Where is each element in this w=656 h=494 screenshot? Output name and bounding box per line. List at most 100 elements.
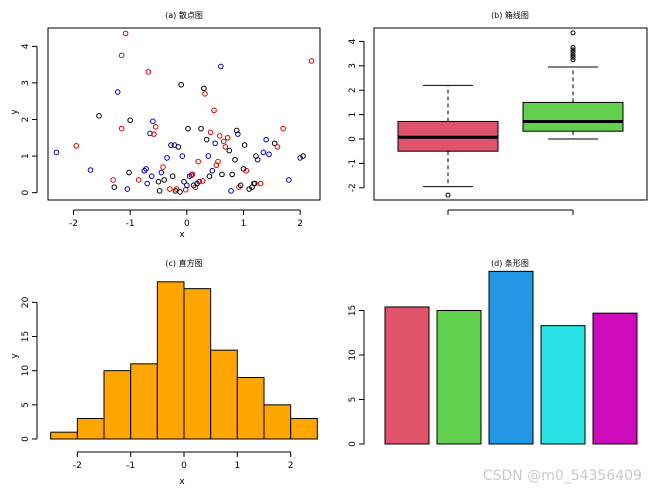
panel-a-title: (a) 散点图	[165, 10, 203, 20]
scatter-point	[266, 151, 272, 158]
hist-bar	[183, 288, 212, 440]
bar-y-tick-label: 15	[348, 305, 358, 316]
scatter-point	[181, 178, 187, 185]
box-y-tick-label: 1	[348, 112, 358, 118]
bar-chart: 0 5 10 15	[348, 270, 638, 447]
scatter-point	[243, 167, 250, 174]
scatter-point	[228, 188, 234, 194]
histogram: 0 5 10 15 20 -2 -1 0 1 2	[21, 281, 318, 471]
scatter-plot-frame	[47, 27, 321, 201]
box-y-tick-label: 3	[348, 63, 358, 69]
bar	[540, 325, 586, 445]
scatter-point	[215, 158, 221, 165]
scatter-point	[167, 186, 173, 192]
box-y-tick-label: 2	[348, 87, 358, 93]
hist-bar	[236, 377, 265, 440]
hist-x-tick-label: 2	[288, 461, 294, 471]
scatter-point	[155, 178, 162, 185]
scatter-point	[260, 149, 267, 156]
scatter-point	[222, 144, 229, 150]
scatter-point	[169, 173, 176, 180]
panel-c-xlabel: x	[179, 477, 185, 487]
scatter-point	[179, 153, 186, 159]
scatter-point	[237, 182, 244, 189]
scatter-point	[122, 30, 129, 37]
hist-bar	[290, 418, 318, 440]
bar-y-tick-label: 5	[348, 397, 358, 403]
box-outlier	[445, 192, 451, 198]
scatter-point	[219, 171, 225, 178]
scatter-point	[124, 186, 131, 192]
hist-bar	[210, 349, 238, 440]
box-plot-frame	[373, 27, 648, 201]
bar	[384, 306, 430, 445]
scatter-point	[224, 134, 231, 141]
scatter-point	[206, 173, 213, 180]
scatter-point	[118, 52, 125, 59]
hist-y-tick-label: 20	[21, 296, 31, 308]
scatter-point	[110, 177, 116, 183]
scatter-x-tick-label: 0	[184, 219, 190, 229]
scatter-point	[178, 81, 184, 88]
box-y-tick-label: -1	[348, 159, 358, 168]
scatter-point	[177, 189, 183, 195]
bar	[436, 310, 482, 445]
box-outlier	[570, 45, 576, 51]
scatter-point	[118, 125, 125, 132]
box-y-tick-label: -2	[348, 183, 358, 192]
scatter-point	[196, 178, 203, 185]
scatter-point	[151, 131, 157, 137]
scatter-point	[168, 142, 174, 148]
scatter-point	[202, 91, 208, 97]
scatter-point	[211, 107, 217, 114]
scatter-point	[203, 136, 210, 143]
scatter-point	[87, 167, 94, 173]
scatter-point	[220, 138, 227, 145]
scatter-point	[114, 89, 121, 95]
scatter-point	[147, 130, 153, 137]
scatter-point	[207, 129, 214, 136]
scatter-point	[135, 177, 142, 183]
scatter-point	[233, 127, 240, 134]
scatter-y-tick-label: 1	[21, 153, 31, 159]
scatter-plot: 0 1 2 3 4 -2 -1 0 1 2	[21, 27, 321, 229]
box-y-tick-label: 0	[348, 136, 358, 142]
panel-c-title: (c) 直方图	[165, 258, 202, 268]
hist-y-tick-label: 0	[21, 436, 31, 442]
scatter-point	[280, 125, 286, 132]
scatter-point	[173, 186, 180, 192]
scatter-point	[232, 156, 238, 163]
scatter-point	[96, 113, 102, 119]
scatter-point	[148, 173, 155, 180]
bar	[592, 312, 638, 445]
scatter-point	[175, 144, 182, 150]
box-outlier	[570, 49, 576, 55]
scatter-point	[209, 167, 216, 174]
scatter-point	[73, 143, 80, 149]
scatter-point	[199, 178, 206, 184]
bar-y-tick-label: 10	[348, 349, 358, 361]
scatter-point	[300, 153, 306, 159]
scatter-point	[182, 186, 189, 193]
scatter-point	[226, 147, 233, 154]
scatter-y-tick-label: 4	[21, 43, 31, 49]
scatter-point	[164, 155, 170, 161]
scatter-point	[252, 180, 258, 187]
panel-a-xlabel: x	[179, 230, 185, 240]
scatter-point	[144, 180, 150, 187]
scatter-point	[150, 118, 156, 125]
scatter-point	[185, 125, 191, 132]
hist-x-tick-label: -2	[73, 461, 82, 471]
scatter-point	[161, 177, 167, 183]
scatter-y-tick-label: 2	[21, 117, 31, 123]
scatter-point	[195, 158, 201, 165]
scatter-x-tick-label: 2	[297, 219, 303, 229]
box-outlier	[570, 54, 576, 60]
panel-d-title: (d) 条形图	[491, 258, 529, 268]
scatter-point	[189, 171, 196, 178]
scatter-point	[127, 117, 133, 124]
scatter-point	[126, 169, 132, 176]
hist-bar	[156, 281, 185, 440]
scatter-point	[111, 184, 118, 190]
